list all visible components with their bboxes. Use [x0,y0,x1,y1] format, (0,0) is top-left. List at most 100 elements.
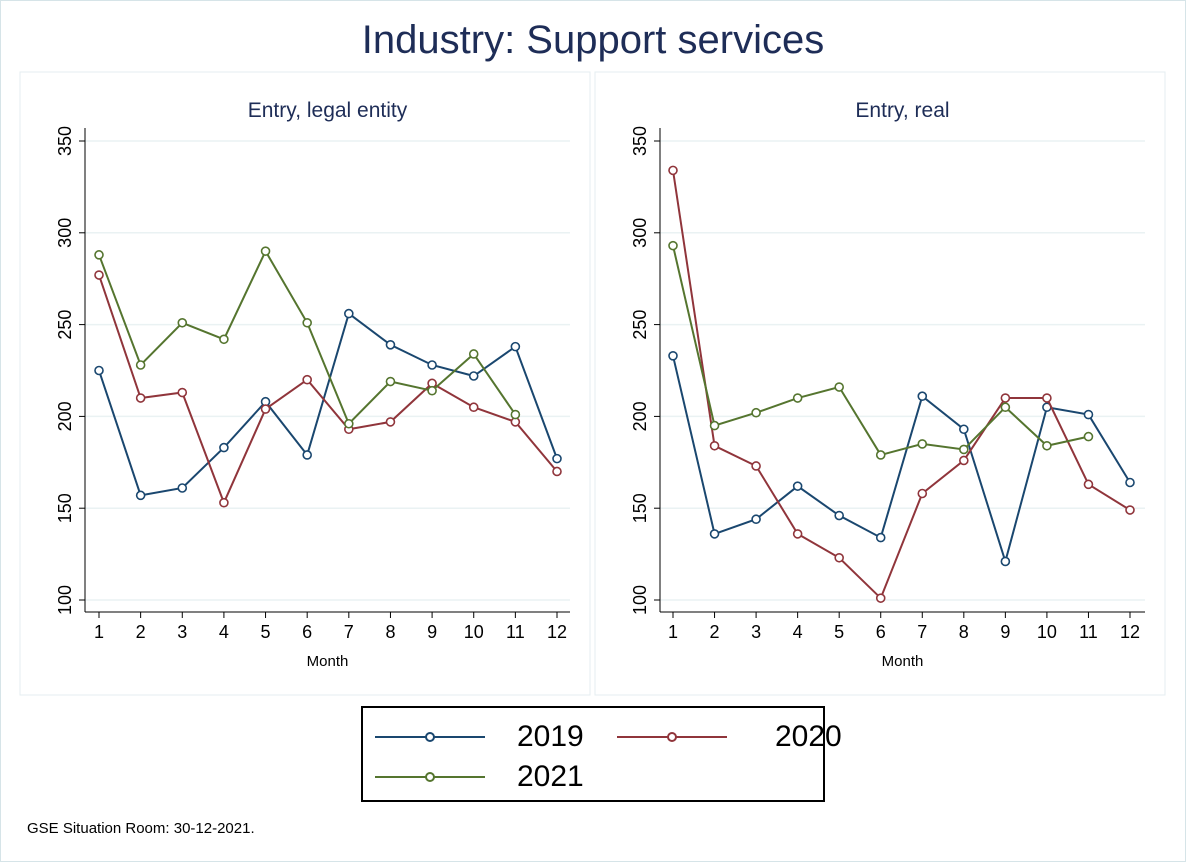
data-point-2020 [792,529,803,539]
data-point-2019 [668,351,678,361]
x-tick-label: 4 [219,622,229,642]
legend-label-2020: 2020 [775,720,842,753]
data-point-2019 [177,483,188,493]
data-point-2020 [1083,479,1094,490]
x-tick-label: 6 [876,622,886,642]
data-point-2021 [917,439,928,449]
x-tick-label: 7 [344,622,354,642]
data-point-2021 [834,382,844,392]
legend-item-2021: 2021 [373,760,584,794]
data-point-2021 [427,385,437,396]
y-tick-label: 350 [630,126,650,156]
legend-marker-2021 [375,772,485,782]
data-point-2019 [135,490,146,501]
legend-marker-2019 [375,732,485,742]
chart-title: Industry: Support services [361,18,825,62]
y-tick-label: 100 [55,585,75,615]
data-point-2019 [1125,477,1135,488]
x-tick-label: 11 [1079,622,1098,642]
y-tick-label: 150 [55,493,75,523]
x-axis-label: Month [307,653,349,670]
x-tick-label: 9 [1000,622,1010,642]
x-tick-label: 10 [1037,622,1057,642]
x-tick-label: 1 [668,622,678,642]
legend: 2019 2020 2021 [361,706,842,802]
data-point-2021 [468,349,479,359]
data-point-2021 [219,334,229,345]
data-point-2021 [260,246,271,256]
x-tick-label: 1 [94,622,104,642]
data-point-2021 [668,240,678,251]
data-point-2021 [1042,440,1052,451]
x-tick-label: 10 [464,622,484,642]
series-line-2020 [98,274,558,506]
data-point-2019 [792,481,803,491]
x-tick-label: 2 [136,622,146,642]
data-point-2019 [468,371,479,381]
x-tick-label: 5 [261,622,271,642]
data-point-2019 [385,339,396,350]
y-tick-label: 200 [630,401,650,431]
data-point-2020 [1125,505,1135,515]
data-point-2021 [135,360,146,370]
legend-item-2020: 2020 [615,720,842,754]
data-point-2020 [1042,393,1052,403]
x-tick-label: 9 [427,622,437,642]
legend-label-2019: 2019 [517,720,584,753]
y-tick-label: 300 [630,218,650,248]
series-line-2020 [672,170,1131,600]
data-point-2020 [177,387,188,398]
series-line-2019 [98,311,558,497]
data-point-2020 [1000,393,1011,403]
data-point-2020 [668,165,678,176]
legend-label-2021: 2021 [517,760,584,793]
series-line-2019 [672,355,1131,566]
data-point-2021 [751,407,761,418]
x-tick-label: 4 [793,622,803,642]
x-tick-label: 11 [506,622,525,642]
legend-marker-2020 [617,732,727,742]
x-tick-label: 5 [834,622,844,642]
data-point-2021 [1000,402,1011,413]
data-point-2020 [917,488,928,499]
data-point-2019 [94,365,104,376]
data-point-2019 [344,308,354,319]
data-point-2020 [385,417,396,427]
data-point-2019 [917,391,928,402]
data-point-2019 [1000,556,1011,567]
data-point-2019 [751,514,761,525]
data-point-2021 [709,420,720,431]
data-point-2019 [875,532,886,543]
y-tick-label: 350 [55,126,75,156]
data-point-2020 [135,393,146,403]
x-tick-label: 12 [547,622,567,642]
data-point-2021 [875,450,886,460]
data-point-2019 [427,360,437,370]
data-point-2019 [219,442,229,453]
data-point-2021 [177,317,188,328]
data-point-2020 [552,466,562,477]
data-point-2019 [959,424,969,435]
x-tick-label: 3 [177,622,187,642]
data-point-2020 [260,404,271,414]
x-tick-label: 12 [1120,622,1140,642]
x-tick-label: 2 [710,622,720,642]
data-point-2021 [385,376,396,387]
panel-title: Entry, real [855,99,949,122]
x-tick-label: 6 [302,622,312,642]
data-point-2020 [219,497,229,508]
y-tick-label: 250 [630,310,650,340]
x-tick-label: 8 [385,622,395,642]
x-tick-label: 7 [917,622,927,642]
panel-background [594,71,1166,696]
data-point-2021 [510,409,521,420]
data-point-2021 [959,444,969,455]
x-tick-label: 8 [959,622,969,642]
y-tick-label: 150 [630,493,650,523]
data-point-2019 [510,341,521,352]
y-tick-label: 100 [630,585,650,615]
data-point-2021 [792,393,803,403]
